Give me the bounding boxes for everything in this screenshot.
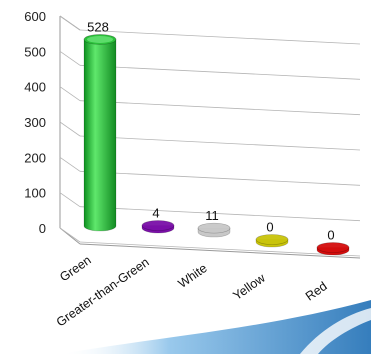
bar-top bbox=[255, 234, 289, 245]
data-labels: 528 4 11 0 0 bbox=[87, 19, 334, 242]
data-label: 4 bbox=[152, 206, 159, 221]
y-axis-tick-labels: 0 100 200 300 400 500 600 bbox=[24, 9, 46, 236]
gridline bbox=[59, 51, 81, 66]
y-tick-label: 200 bbox=[24, 150, 46, 165]
gridlines bbox=[59, 15, 361, 257]
bar-top bbox=[316, 242, 350, 253]
gridline bbox=[79, 135, 361, 151]
gridline bbox=[59, 121, 81, 137]
bar-green bbox=[83, 34, 117, 232]
gridline bbox=[59, 192, 81, 207]
data-label: 0 bbox=[327, 228, 334, 243]
bar-top bbox=[197, 222, 231, 234]
gridline bbox=[79, 170, 361, 186]
gridline bbox=[79, 206, 361, 222]
y-tick-label: 400 bbox=[24, 80, 46, 95]
bar-red bbox=[316, 242, 350, 256]
bar-white bbox=[197, 222, 231, 238]
gridline bbox=[59, 227, 81, 243]
data-label: 11 bbox=[205, 208, 219, 223]
category-label: Green bbox=[57, 253, 94, 284]
gridline bbox=[79, 64, 361, 80]
data-label: 0 bbox=[266, 220, 273, 235]
corner-swoosh-decoration bbox=[60, 300, 371, 354]
category-label: White bbox=[176, 261, 210, 291]
y-tick-label: 0 bbox=[39, 221, 46, 236]
y-tick-label: 300 bbox=[24, 115, 46, 130]
gridline bbox=[59, 15, 81, 31]
bar-body bbox=[83, 39, 117, 232]
bar-greater-than-green bbox=[141, 220, 175, 234]
y-tick-label: 500 bbox=[24, 44, 46, 59]
bars bbox=[83, 34, 350, 256]
data-label: 528 bbox=[87, 19, 109, 34]
y-tick-label: 100 bbox=[24, 186, 46, 201]
gridline bbox=[59, 86, 81, 101]
bar-yellow bbox=[255, 234, 289, 248]
category-label: Red bbox=[303, 279, 330, 304]
gridline bbox=[79, 29, 361, 45]
gridline bbox=[59, 157, 81, 172]
bar-top-highlight bbox=[87, 35, 113, 43]
category-label: Yellow bbox=[230, 270, 268, 302]
y-tick-label: 600 bbox=[24, 9, 46, 24]
gridline bbox=[79, 241, 361, 257]
gridline bbox=[79, 100, 361, 116]
bar-top bbox=[141, 220, 175, 231]
